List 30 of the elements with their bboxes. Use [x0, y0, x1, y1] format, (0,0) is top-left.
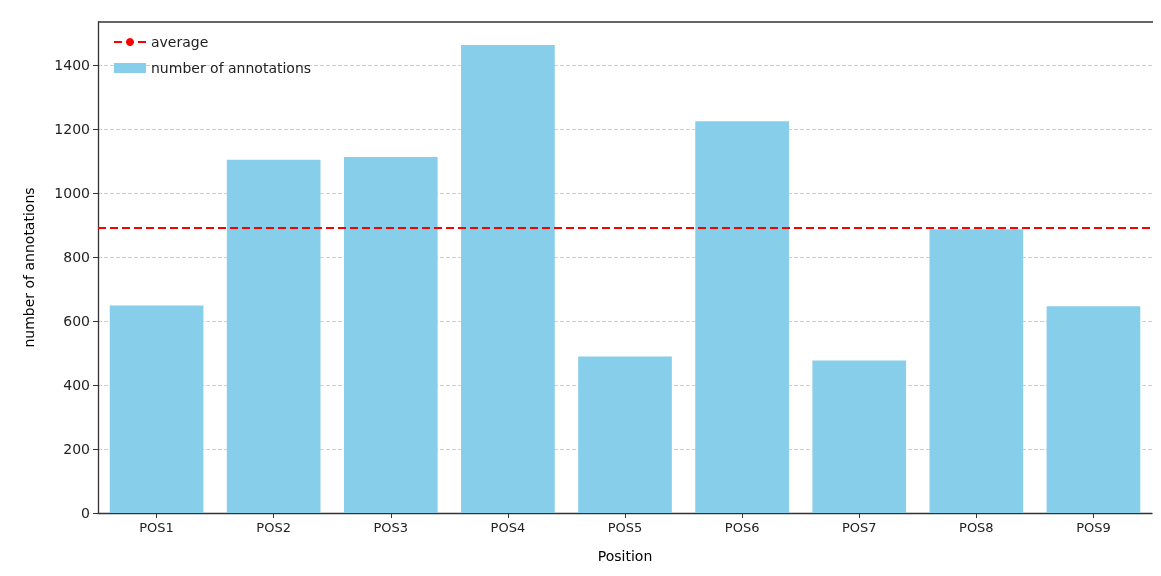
bar — [695, 121, 789, 513]
bar — [343, 156, 438, 513]
legend-label: average — [151, 34, 209, 50]
x-tick-label: POS6 — [724, 520, 760, 535]
x-tick-label: POS1 — [139, 520, 174, 535]
x-tick-label: POS2 — [256, 520, 291, 535]
bar — [812, 360, 907, 513]
x-tick-label: POS3 — [373, 520, 409, 535]
x-tick-label: POS9 — [1076, 520, 1111, 535]
y-tick-label: 0 — [81, 505, 90, 521]
bar — [578, 356, 672, 513]
y-axis-title: number of annotations — [21, 187, 37, 348]
x-tick-label: POS5 — [607, 520, 643, 535]
y-tick-label: 1200 — [54, 121, 90, 138]
y-tick-label: 200 — [63, 441, 90, 458]
bar — [109, 305, 204, 513]
bar — [461, 45, 555, 513]
y-tick-label: 400 — [63, 377, 90, 394]
x-tick-label: POS4 — [490, 520, 526, 535]
bar — [226, 159, 321, 513]
bar — [929, 229, 1024, 513]
x-tick-label: POS7 — [841, 520, 877, 535]
y-tick-label: 800 — [63, 249, 90, 266]
x-axis-title: Position — [597, 548, 653, 564]
legend-label: number of annotations — [151, 60, 312, 76]
y-tick-label: 1000 — [54, 185, 90, 202]
bar — [1046, 306, 1141, 513]
y-tick-label: 600 — [63, 313, 90, 330]
y-tick-label: 1400 — [54, 57, 90, 74]
x-tick-label: POS8 — [959, 520, 994, 535]
